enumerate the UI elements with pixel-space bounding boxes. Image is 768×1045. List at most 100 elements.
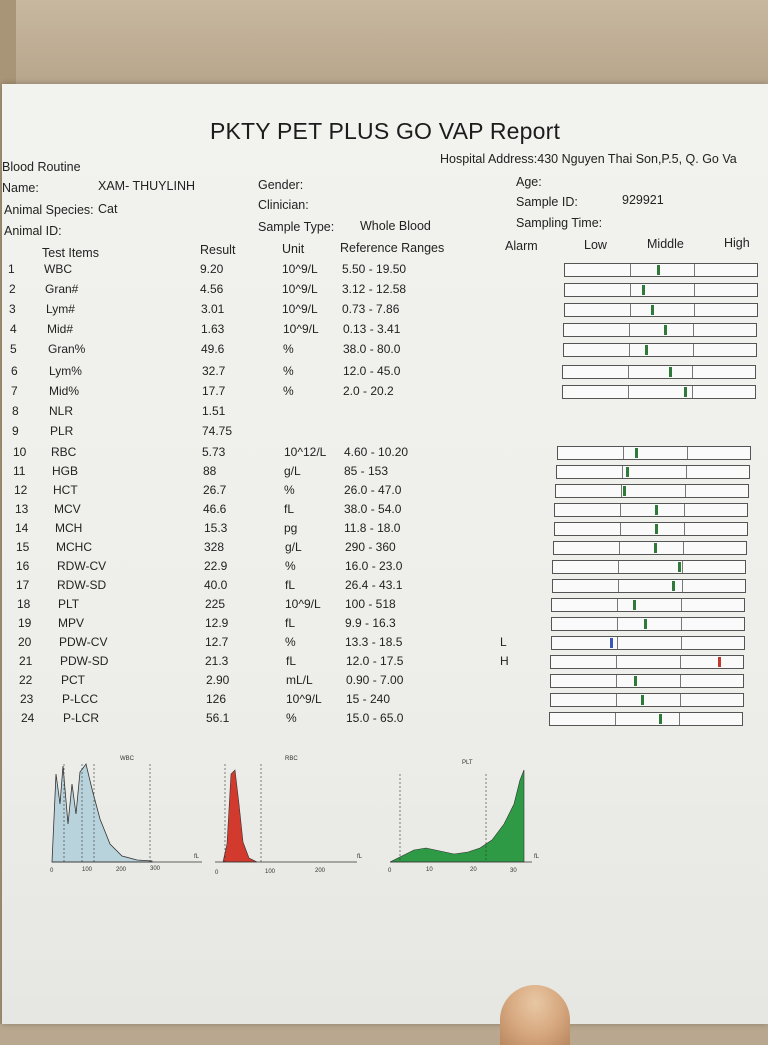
row-test-item: RBC: [51, 445, 77, 459]
row-reference-range: 16.0 - 23.0: [345, 559, 403, 573]
row-reference-range: 38.0 - 80.0: [343, 342, 401, 356]
row-unit: 10^9/L: [282, 282, 318, 296]
row-range-bar: [563, 323, 757, 337]
row-unit: 10^9/L: [283, 322, 319, 336]
range-bar-marker: [644, 619, 648, 629]
plt-tick-3: 30: [510, 868, 517, 874]
row-test-item: Lym%: [49, 364, 82, 378]
range-bar-divider: [679, 656, 681, 668]
row-reference-range: 26.4 - 43.1: [345, 578, 403, 592]
range-bar-divider: [630, 264, 632, 276]
table-row: 6 Lym% 32.7% 12.0 - 45.0: [2, 364, 768, 382]
row-unit: fL: [285, 578, 296, 592]
species-label: Animal Species:: [4, 203, 94, 217]
row-reference-range: 15 - 240: [346, 692, 391, 706]
clinician-label: Clinician:: [258, 198, 309, 212]
row-test-item: PCT: [61, 673, 85, 687]
range-bar-marker: [633, 676, 637, 686]
col-low: Low: [584, 238, 607, 252]
row-reference-range: 5.50 - 19.50: [342, 262, 407, 276]
table-row: 23 P-LCC 126 10^9/L 15 - 240: [2, 692, 768, 710]
col-high: High: [724, 236, 750, 250]
row-reference-range: 15.0 - 65.0: [346, 711, 404, 725]
row-number: 6: [11, 364, 18, 378]
name-value: XAM- THUYLINH: [98, 179, 196, 193]
col-reference: Reference Ranges: [340, 241, 445, 255]
sample-type-value: Whole Blood: [360, 219, 431, 233]
row-unit: 10^9/L: [285, 597, 321, 611]
table-row: 15 MCHC 328 g/L 290 - 360: [2, 540, 768, 558]
animal-id-label: Animal ID:: [4, 224, 62, 238]
col-middle: Middle: [647, 237, 684, 251]
row-reference-range: 11.8 - 18.0: [344, 521, 401, 535]
range-bar-marker: [683, 387, 687, 397]
row-range-bar: [556, 465, 750, 479]
row-number: 10: [13, 445, 27, 459]
range-bar-divider: [680, 637, 682, 649]
wbc-histogram: WBC 0 100 200 300 fL: [50, 756, 202, 874]
row-range-bar: [554, 522, 748, 536]
row-result: 12.9: [205, 616, 229, 630]
col-test-items: Test Items: [42, 246, 99, 260]
range-bar-divider: [680, 618, 682, 630]
row-test-item: HCT: [53, 483, 78, 497]
range-bar-divider: [630, 284, 632, 296]
row-reference-range: 9.9 - 16.3: [345, 616, 396, 630]
wbc-histogram-title: WBC: [120, 756, 135, 762]
row-unit: 10^9/L: [282, 302, 318, 316]
table-row: 19 MPV 12.9 fL 9.9 - 16.3: [2, 616, 768, 634]
row-result: 74.75: [202, 424, 233, 438]
row-result: 3.01: [201, 302, 225, 316]
table-row: 3 Lym# 3.01 10^9/L 0.73 - 7.86: [2, 302, 768, 320]
row-number: 22: [19, 673, 33, 687]
row-test-item: P-LCC: [62, 692, 99, 706]
row-result: 1.63: [201, 322, 225, 336]
table-row: 18 PLT 225 10^9/L 100 - 518: [2, 597, 768, 615]
row-result: 26.7: [203, 483, 227, 497]
row-reference-range: 13.3 - 18.5: [345, 635, 403, 649]
row-number: 18: [17, 597, 31, 611]
range-bar-marker: [644, 345, 648, 355]
table-row: 8 NLR 1.51: [2, 404, 768, 422]
range-bar-marker: [677, 562, 681, 572]
row-unit: %: [283, 384, 294, 398]
row-range-bar: [550, 655, 744, 669]
row-unit: fL: [284, 502, 295, 516]
range-bar-marker: [659, 714, 663, 724]
table-row: 4 Mid# 1.63 10^9/L 0.13 - 3.41: [2, 322, 768, 340]
range-bar-divider: [680, 599, 682, 611]
rbc-tick-0: 0: [215, 870, 219, 876]
row-unit: %: [283, 342, 294, 356]
row-test-item: RDW-SD: [57, 578, 107, 592]
row-number: 19: [18, 616, 32, 630]
row-reference-range: 3.12 - 12.58: [342, 282, 407, 296]
range-bar-marker: [654, 505, 658, 515]
row-reference-range: 26.0 - 47.0: [344, 483, 402, 497]
row-range-bar: [550, 693, 744, 707]
row-range-bar: [557, 446, 751, 460]
species-value: Cat: [98, 202, 118, 216]
range-bar-divider: [693, 264, 695, 276]
gender-label: Gender:: [258, 178, 304, 192]
rbc-histogram: RBC 0 100 200 fL: [215, 756, 363, 876]
row-result: 15.3: [204, 521, 228, 535]
row-test-item: Mid%: [49, 384, 80, 398]
row-number: 20: [18, 635, 32, 649]
row-reference-range: 100 - 518: [345, 597, 396, 611]
rbc-tick-1: 100: [265, 869, 276, 875]
hospital-address: Hospital Address:430 Nguyen Thai Son,P.5…: [440, 152, 737, 166]
row-result: 17.7: [202, 384, 226, 398]
row-number: 11: [13, 464, 26, 478]
report-title: PKTY PET PLUS GO VAP Report: [209, 118, 561, 144]
wbc-tick-3: 300: [150, 866, 161, 872]
section-label: Blood Routine: [2, 160, 81, 174]
row-range-bar: [552, 560, 746, 574]
range-bar-marker: [653, 543, 657, 553]
row-reference-range: 4.60 - 10.20: [344, 445, 409, 459]
table-row: 11 HGB 88 g/L 85 - 153: [2, 464, 768, 482]
range-bar-marker: [672, 581, 676, 591]
plt-tick-0: 0: [388, 868, 392, 874]
row-unit: g/L: [285, 540, 302, 554]
sample-id-label: Sample ID:: [516, 195, 578, 209]
row-unit: mL/L: [286, 673, 313, 687]
